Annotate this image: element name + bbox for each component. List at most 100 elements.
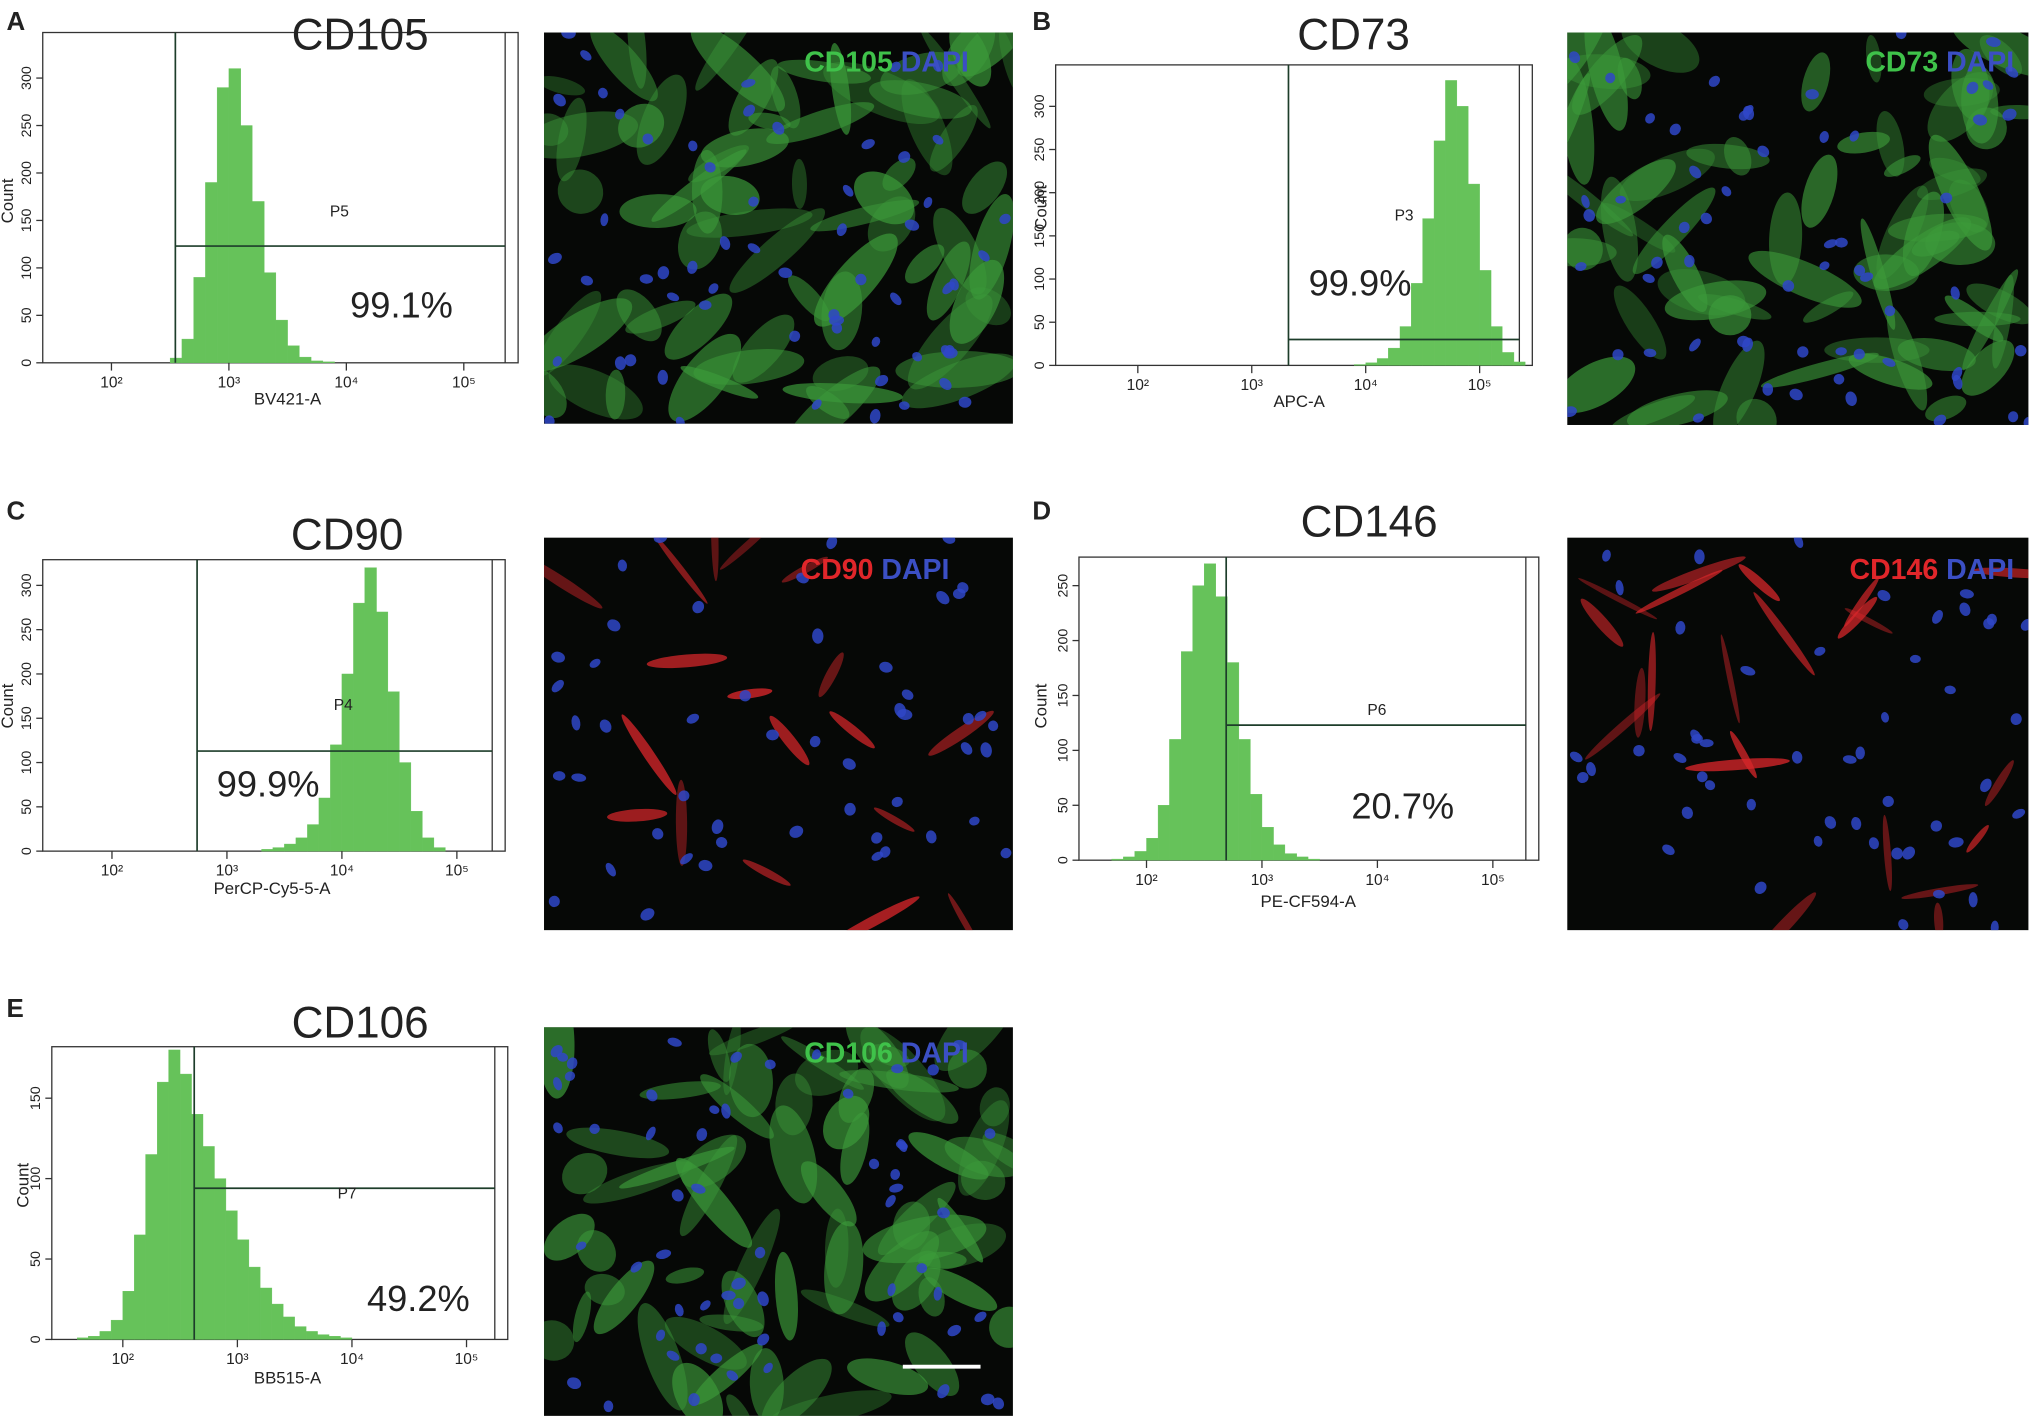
histogram-bar (287, 345, 300, 364)
cell-cytoplasm (729, 208, 826, 293)
y-axis-label: Count (0, 178, 17, 223)
cell-cytoplasm (1887, 213, 1987, 242)
y-axis-label: Count (1032, 683, 1051, 728)
nucleus (671, 1189, 684, 1202)
nucleus (1708, 75, 1721, 87)
histogram-bar (284, 843, 297, 852)
histogram-bar (1411, 283, 1423, 366)
nucleus (743, 104, 756, 117)
nucleus (666, 292, 680, 302)
nucleus (657, 369, 668, 385)
gate-label: P6 (1367, 702, 1386, 719)
histogram-bar (376, 611, 389, 852)
nucleus (890, 1168, 901, 1180)
nucleus (571, 773, 587, 782)
cell-cytoplasm (979, 1087, 1010, 1127)
y-tick-label: 200 (19, 161, 35, 185)
histogram-bar (168, 1049, 181, 1340)
histogram-bar (340, 1337, 353, 1340)
nucleus (552, 356, 562, 367)
y-tick-label: 250 (1055, 574, 1071, 598)
cell-cytoplasm (847, 1358, 929, 1396)
cell-cytoplasm (1929, 157, 1981, 185)
nucleus (974, 710, 987, 722)
nucleus (1932, 610, 1943, 624)
nucleus (1986, 37, 2001, 48)
nucleus (916, 1263, 928, 1274)
nucleus (698, 859, 713, 872)
cell-cytoplasm (562, 1152, 608, 1195)
nucleus (1633, 744, 1645, 757)
nucleus (844, 802, 856, 816)
nucleus (1881, 711, 1890, 723)
histogram-bar (1111, 858, 1124, 861)
histogram-bar (1227, 662, 1240, 861)
cell-cytoplasm (1933, 902, 1944, 931)
histogram-bar (1388, 347, 1401, 366)
histogram-bar (193, 277, 206, 364)
cell-cytoplasm (1647, 632, 1656, 732)
histogram-bar (145, 1154, 158, 1340)
nucleus (1891, 847, 1903, 860)
nucleus (656, 1249, 672, 1260)
nucleus (1797, 346, 1809, 358)
nucleus (687, 260, 698, 274)
nucleus (646, 1089, 658, 1102)
cell-cytoplasm (882, 157, 916, 191)
y-tick-label: 0 (19, 847, 35, 855)
nucleus (580, 50, 592, 61)
nucleus (1651, 256, 1663, 269)
nucleus (937, 1207, 950, 1219)
nucleus (764, 1059, 776, 1070)
nucleus (1849, 130, 1860, 142)
chart-title: CD73 (1297, 10, 1410, 59)
nucleus (811, 399, 822, 410)
histogram-bar (252, 201, 265, 364)
micrograph-content (1569, 537, 2029, 931)
y-tick-label: 50 (1032, 314, 1048, 330)
nucleus (691, 1183, 706, 1194)
cell-cytoplasm (742, 859, 791, 886)
nucleus (575, 1241, 587, 1251)
nucleus (1948, 837, 1964, 848)
histogram-bar (295, 837, 308, 852)
nucleus (1895, 32, 1907, 40)
nucleus (1884, 305, 1896, 317)
histogram-bar (299, 356, 312, 364)
x-tick-label: 10³ (218, 374, 240, 391)
panel-letter: B (1032, 8, 1051, 36)
nucleus (1757, 145, 1770, 158)
histogram-bar (157, 1081, 169, 1340)
cell-cytoplasm (1580, 598, 1624, 647)
histogram-bar (322, 361, 335, 364)
nucleus (988, 720, 999, 732)
stain-label: DAPI (1946, 554, 2014, 586)
cell-cytoplasm (664, 1316, 747, 1370)
nucleus (947, 1324, 962, 1337)
cell-cytoplasm (709, 1027, 801, 1056)
nucleus (1833, 373, 1845, 385)
nucleus (711, 819, 724, 835)
cell-cytoplasm (719, 537, 779, 570)
nucleus (809, 735, 821, 748)
nucleus (789, 825, 804, 838)
nucleus (2014, 345, 2027, 357)
nucleus (944, 344, 955, 357)
cell-cytoplasm (766, 102, 875, 144)
histogram-bar (1399, 326, 1412, 366)
cell-cytoplasm (905, 244, 945, 284)
y-tick-label: 150 (28, 1086, 44, 1110)
nucleus (842, 184, 854, 197)
nucleus (1782, 280, 1795, 292)
nucleus (887, 1283, 896, 1297)
cell-cytoplasm (901, 353, 1013, 409)
histogram-bar (422, 837, 435, 852)
cell-cytoplasm (1621, 32, 1700, 73)
cell-cytoplasm (710, 537, 719, 582)
nucleus (892, 1312, 904, 1323)
histogram-bar (1433, 140, 1446, 366)
cell-cytoplasm (700, 1074, 774, 1139)
nucleus (2023, 416, 2029, 425)
nucleus (614, 356, 626, 371)
nucleus (561, 32, 576, 39)
